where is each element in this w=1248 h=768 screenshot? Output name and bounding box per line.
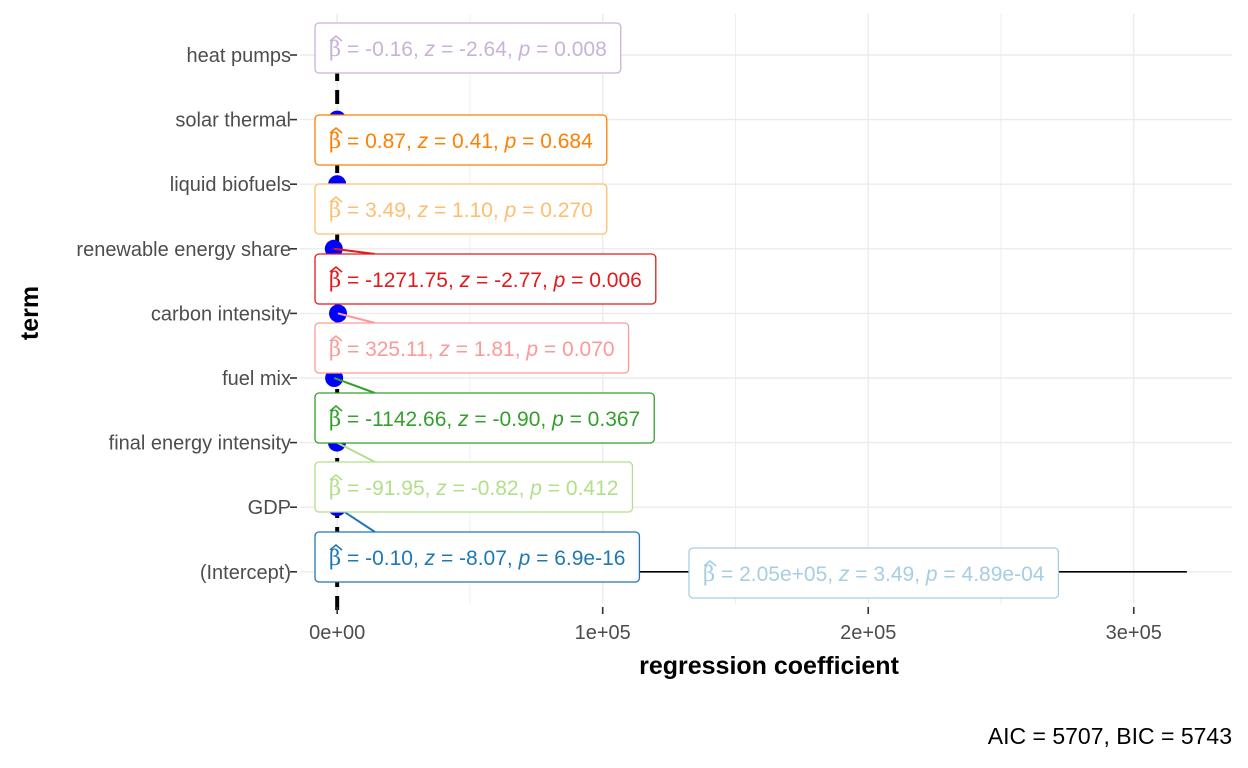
beta-hat [329, 34, 343, 42]
label-text: β = -0.16, z = -2.64, p = 0.008 [329, 37, 607, 61]
estimate-label: β = 2.05e+05, z = 3.49, p = 4.89e-04 [688, 547, 1060, 599]
y-tick-label: GDP [248, 497, 291, 519]
estimate-point [324, 239, 343, 258]
label-text: β = 325.11, z = 1.81, p = 0.070 [329, 337, 615, 361]
label-text: β = 0.87, z = 0.41, p = 0.684 [329, 129, 593, 153]
label-text: β = -1271.75, z = -2.77, p = 0.006 [329, 268, 642, 292]
label-text: β = -1142.66, z = -0.90, p = 0.367 [329, 407, 640, 431]
estimate-label: β = 0.87, z = 0.41, p = 0.684 [314, 114, 608, 166]
estimate-label: β = -0.10, z = -8.07, p = 6.9e-16 [314, 531, 641, 583]
y-tick-label: final energy intensity [109, 433, 291, 455]
beta-hat [329, 195, 343, 203]
estimate-label: β = 3.49, z = 1.10, p = 0.270 [314, 183, 608, 235]
estimate-label: β = -0.16, z = -2.64, p = 0.008 [314, 22, 622, 74]
estimate-labels: β = -0.16, z = -2.64, p = 0.008 β = 0.87,… [314, 22, 1060, 599]
label-box [688, 547, 1060, 599]
x-tick-label: 0e+00 [309, 622, 365, 644]
estimate-label: β = -1271.75, z = -2.77, p = 0.006 [314, 253, 657, 305]
y-tick-label: (Intercept) [200, 562, 291, 584]
y-axis-title: term [16, 286, 44, 340]
x-tick-label: 2e+05 [840, 622, 896, 644]
estimate-label: β = -91.95, z = -0.82, p = 0.412 [314, 461, 634, 513]
label-connector [337, 312, 376, 324]
label-connector [336, 441, 376, 463]
estimate-label: β = -1142.66, z = -0.90, p = 0.367 [314, 392, 655, 444]
grid-lines [300, 14, 1232, 604]
y-tick-label: solar thermal [175, 110, 291, 132]
beta-hat [329, 334, 343, 342]
y-tick-label: liquid biofuels [170, 174, 291, 196]
estimate-label: β = 325.11, z = 1.81, p = 0.070 [314, 322, 630, 374]
y-tick-label: renewable energy share [76, 239, 291, 261]
label-box [314, 22, 622, 74]
label-box [314, 183, 608, 235]
label-box [314, 531, 641, 583]
beta-hat [329, 126, 343, 134]
model-fit-caption: AIC = 5707, BIC = 5743 [988, 723, 1232, 749]
y-axis: heat pumps solar thermal liquid biofuels re… [76, 45, 297, 584]
label-text: β = -0.10, z = -8.07, p = 6.9e-16 [329, 546, 625, 570]
x-axis-title: regression coefficient [639, 652, 899, 680]
beta-hat [329, 473, 343, 481]
label-box [314, 322, 630, 374]
label-text: β = 2.05e+05, z = 3.49, p = 4.89e-04 [703, 562, 1045, 586]
x-axis: 0e+00 1e+05 2e+05 3e+05 [309, 607, 1162, 644]
label-connector [333, 377, 376, 394]
label-text: β = -91.95, z = -0.82, p = 0.412 [329, 476, 618, 500]
beta-hat [703, 559, 717, 567]
label-box [314, 392, 655, 444]
y-tick-label: carbon intensity [151, 303, 291, 325]
label-text: β = 3.49, z = 1.10, p = 0.270 [329, 198, 593, 222]
beta-hat [329, 404, 343, 412]
label-connector [333, 247, 376, 255]
beta-hat [329, 265, 343, 273]
label-box [314, 461, 634, 513]
y-tick-label: heat pumps [186, 45, 291, 67]
x-tick-label: 3e+05 [1106, 622, 1162, 644]
y-tick-label: fuel mix [222, 368, 291, 390]
label-box [314, 253, 657, 305]
x-tick-label: 1e+05 [575, 622, 631, 644]
label-box [314, 114, 608, 166]
beta-hat [329, 543, 343, 551]
